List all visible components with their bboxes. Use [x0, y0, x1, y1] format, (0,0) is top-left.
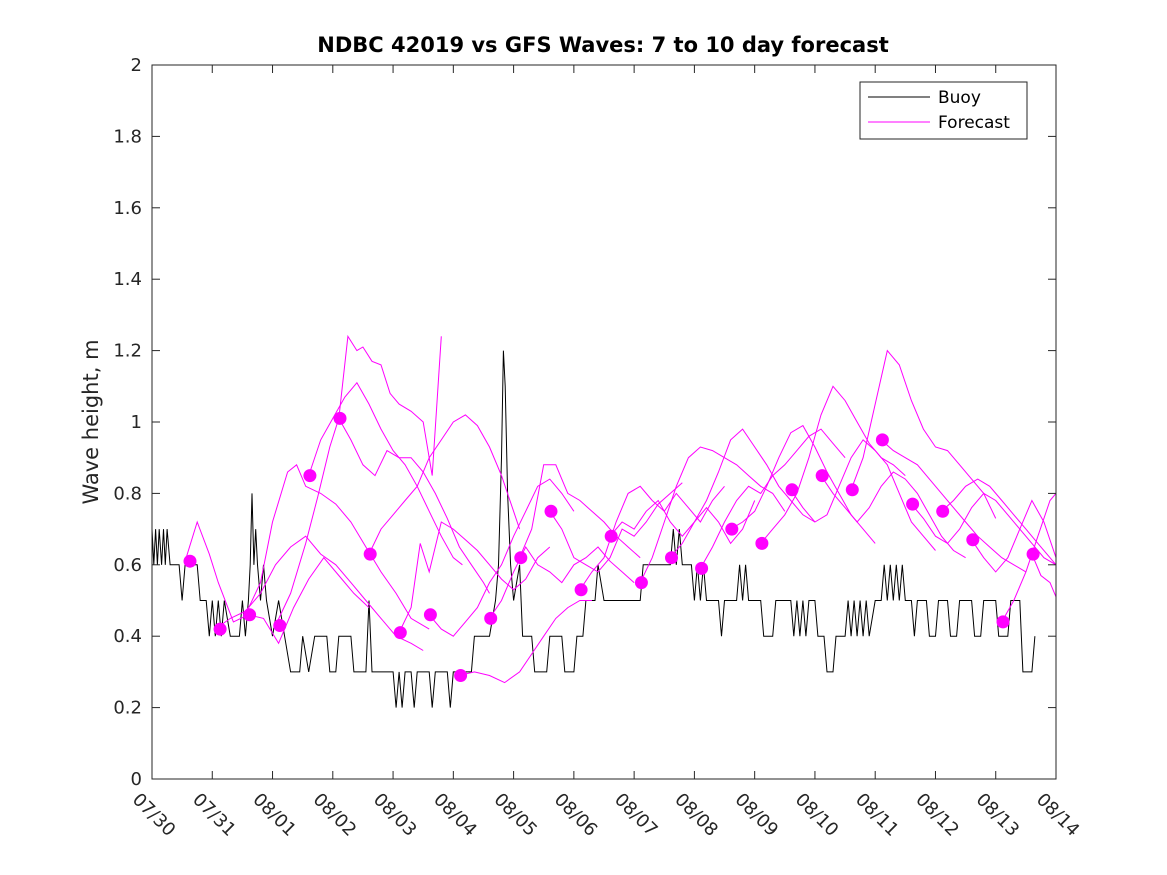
plot-area [151, 334, 1057, 708]
y-tick-label: 1.6 [113, 198, 142, 219]
forecast-marker-23 [845, 483, 859, 497]
y-axis-title: Wave height, m [79, 339, 103, 504]
forecast-marker-22 [815, 469, 829, 483]
forecast-markers [183, 411, 1040, 682]
y-tick-label: 0 [131, 769, 142, 790]
forecast-run-line-12 [519, 464, 641, 559]
y-tick-label: 1 [131, 412, 142, 433]
y-tick-label: 1.8 [113, 126, 142, 147]
y-tick-label: 1.2 [113, 341, 142, 362]
forecast-marker-25 [906, 497, 920, 511]
forecast-marker-15 [604, 529, 618, 543]
forecast-run-line-15 [609, 499, 756, 545]
forecast-marker-8 [393, 626, 407, 640]
y-tick-label: 0.2 [113, 698, 142, 719]
forecast-marker-27 [966, 533, 980, 547]
forecast-marker-20 [755, 536, 769, 550]
legend-buoy-label: Buoy [938, 88, 981, 108]
forecast-run-line-24 [880, 439, 1027, 573]
forecast-run-line-16 [639, 446, 786, 583]
forecast-marker-19 [725, 522, 739, 536]
y-tick-label: 2 [131, 55, 142, 76]
chart-title: NDBC 42019 vs GFS Waves: 7 to 10 day for… [317, 33, 888, 57]
forecast-run-line-13 [549, 482, 683, 573]
forecast-marker-18 [695, 561, 709, 575]
forecast-marker-4 [273, 619, 287, 632]
legend-forecast-label: Forecast [938, 113, 1010, 133]
forecast-run-line-6 [338, 418, 490, 594]
forecast-marker-13 [544, 504, 558, 518]
y-tick-label: 0.4 [113, 626, 142, 647]
forecast-run-line-27 [971, 499, 1057, 573]
forecast-marker-11 [484, 611, 498, 625]
forecast-marker-14 [574, 583, 588, 597]
forecast-marker-10 [454, 669, 468, 682]
forecast-marker-1 [183, 554, 197, 568]
forecast-marker-21 [785, 483, 799, 497]
forecast-run-line-18 [699, 428, 846, 569]
forecast-run-line-9 [428, 478, 575, 637]
forecast-marker-5 [303, 469, 317, 483]
forecast-marker-26 [936, 504, 950, 518]
forecast-marker-28 [996, 615, 1010, 629]
forecast-run-line-2 [215, 535, 424, 651]
forecast-marker-7 [363, 547, 377, 561]
forecast-run-line-22 [820, 471, 966, 559]
forecast-marker-29 [1026, 547, 1040, 561]
forecast-marker-24 [875, 433, 889, 447]
forecast-marker-17 [665, 551, 678, 565]
forecast-run-line-3 [244, 463, 430, 630]
y-tick-label: 0.6 [113, 555, 142, 576]
forecast-run-line-1 [184, 520, 370, 645]
forecast-run-line-17 [669, 428, 816, 559]
forecast-series [184, 334, 1057, 684]
forecast-run-line-10 [459, 600, 592, 684]
forecast-run-line-4 [275, 334, 442, 626]
forecast-marker-3 [243, 608, 257, 622]
legend: Buoy Forecast [859, 81, 1028, 140]
forecast-marker-16 [634, 576, 648, 590]
y-tick-label: 0.8 [113, 483, 142, 504]
forecast-marker-6 [333, 411, 347, 425]
forecast-marker-9 [423, 608, 437, 622]
forecast-run-line-11 [489, 546, 635, 619]
buoy-series [151, 350, 1036, 708]
forecast-run-line-29 [1031, 553, 1057, 598]
forecast-run-line-14 [579, 485, 725, 591]
forecast-run-line-25 [911, 492, 1057, 566]
legend-box [859, 81, 1028, 140]
forecast-run-line-7 [368, 414, 521, 555]
y-axis-ticks: 0 0.2 0.4 0.6 0.8 1 1.2 1.4 1.6 1.8 2 [113, 55, 1056, 790]
forecast-run-line-26 [941, 478, 1057, 566]
forecast-marker-2 [213, 622, 227, 636]
buoy-line [151, 350, 1036, 708]
forecast-run-line-23 [850, 349, 997, 519]
forecast-marker-12 [514, 551, 528, 565]
forecast-run-line-8 [398, 521, 551, 633]
y-tick-label: 1.4 [113, 269, 142, 290]
forecast-run-line-21 [790, 439, 936, 551]
